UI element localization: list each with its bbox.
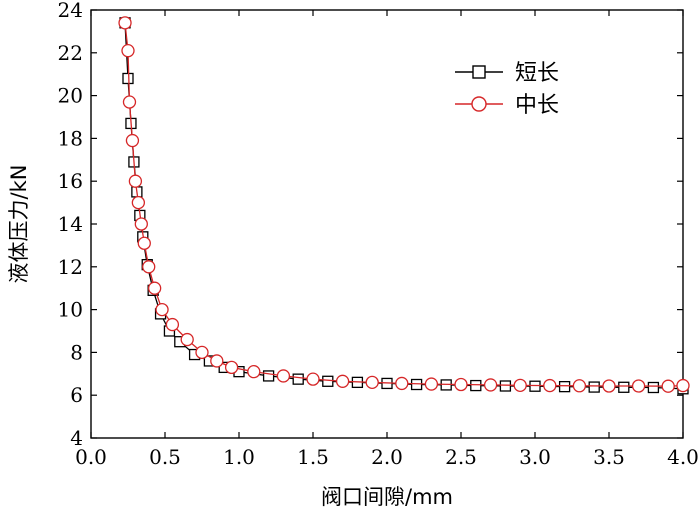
data-point (395, 376, 409, 391)
data-point (365, 375, 379, 390)
plot-border (90, 9, 684, 439)
legend-label: 短长 (515, 61, 559, 86)
data-point (125, 133, 140, 148)
x-tick-label: 2.0 (371, 445, 403, 469)
data-point (618, 381, 630, 393)
data-point (121, 44, 135, 58)
data-point (499, 380, 512, 392)
data-point (134, 217, 148, 231)
legend-item: 中长 (455, 93, 559, 118)
y-tick-label: 6 (70, 383, 83, 407)
data-point (572, 379, 587, 393)
data-point (483, 378, 498, 392)
data-point (588, 381, 600, 393)
series-line (124, 22, 684, 390)
data-point (165, 317, 180, 332)
data-point (131, 195, 146, 210)
data-point (147, 281, 162, 295)
data-point (195, 345, 209, 360)
series-1 (119, 17, 689, 395)
y-tick-label: 20 (58, 84, 83, 108)
data-point (155, 302, 169, 317)
x-tick-label: 4.0 (667, 445, 699, 469)
data-point (118, 16, 132, 30)
data-point (454, 377, 468, 392)
x-tick-label: 2.5 (445, 445, 477, 469)
data-point (137, 236, 151, 250)
data-point (224, 360, 239, 375)
y-axis-title: 液体压力/kN (7, 165, 31, 284)
y-tick-label: 22 (58, 41, 83, 65)
data-point (142, 260, 156, 274)
data-point (661, 379, 675, 393)
x-tick-label: 1.5 (297, 445, 329, 469)
data-point (558, 380, 571, 393)
y-tick-label: 18 (58, 126, 83, 150)
y-tick-label: 8 (70, 340, 83, 364)
y-tick-label: 16 (58, 169, 83, 193)
y-tick-label: 10 (58, 298, 83, 322)
data-point (262, 370, 275, 382)
data-point (631, 379, 646, 393)
y-tick-label: 12 (58, 255, 83, 279)
series-line (124, 22, 684, 387)
data-point (122, 72, 134, 85)
x-tick-label: 0.5 (149, 445, 181, 469)
data-point (322, 375, 334, 387)
data-point (602, 379, 616, 393)
data-point (513, 378, 527, 393)
x-tick-label: 3.0 (519, 445, 551, 469)
data-point (128, 174, 143, 188)
series-2 (118, 16, 690, 393)
y-tick-label: 4 (70, 426, 83, 450)
data-point (306, 372, 320, 386)
y-tick-label: 24 (58, 0, 83, 22)
data-point (410, 378, 423, 391)
data-point (180, 332, 194, 347)
data-point (247, 365, 261, 379)
legend-marker (472, 65, 486, 79)
x-axis-title: 阀口间隙/mm (321, 485, 453, 509)
legend-label: 中长 (515, 93, 559, 118)
series-layer (118, 16, 690, 395)
plot-frame (90, 9, 684, 439)
data-point (470, 379, 482, 392)
legend-item: 短长 (455, 61, 559, 86)
x-tick-label: 3.5 (593, 445, 625, 469)
data-point (543, 378, 557, 393)
data-point (676, 378, 690, 393)
data-point (210, 354, 224, 368)
x-tick-label: 0.0 (75, 445, 107, 469)
data-point (647, 381, 660, 394)
data-point (529, 380, 541, 392)
data-point (122, 95, 137, 109)
data-point (276, 369, 291, 383)
y-tick-label: 14 (58, 212, 83, 236)
data-point (424, 377, 439, 391)
data-point (335, 374, 350, 388)
data-point (292, 373, 304, 385)
x-tick-label: 1.0 (223, 445, 255, 469)
legend-marker (471, 96, 487, 112)
axis-ticks: 0.0 0.5 1.0 1.5 2.0 2.5 3.0 3.5 4.0 4 6 8 10 12 14 16 18… (58, 0, 699, 469)
